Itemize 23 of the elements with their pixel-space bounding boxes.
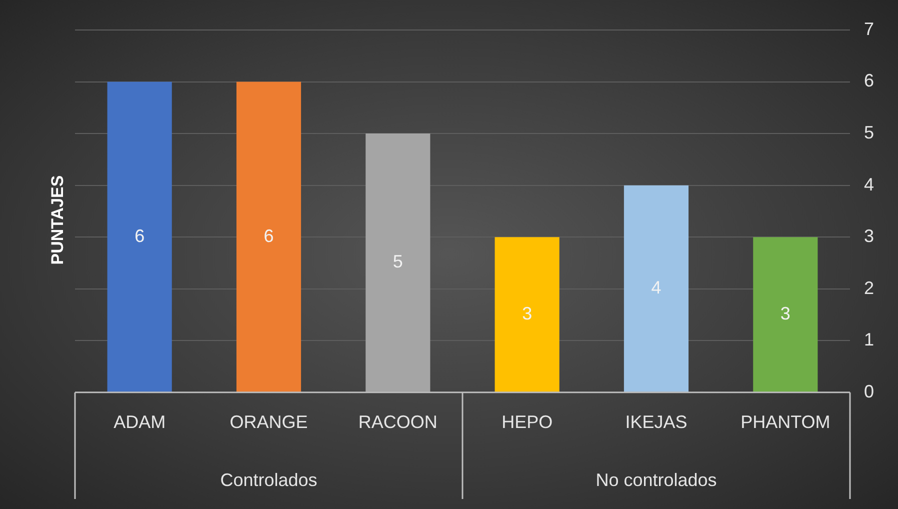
- y-tick-label: 6: [864, 70, 874, 91]
- x-tick-label: ADAM: [114, 412, 166, 432]
- x-tick-label: RACOON: [358, 412, 438, 432]
- x-tick-label: HEPO: [502, 412, 553, 432]
- data-label: 6: [264, 226, 274, 246]
- data-label: 6: [134, 226, 145, 246]
- x-tick-label: ORANGE: [230, 412, 308, 432]
- data-label: 3: [780, 303, 790, 324]
- y-axis-title: PUNTAJES: [48, 175, 68, 265]
- y-tick-label: 1: [864, 330, 874, 350]
- text: Controlados: [220, 470, 318, 490]
- y-tick-label: 7: [864, 18, 874, 39]
- data-label: 4: [651, 278, 662, 298]
- data-label: 3: [522, 303, 532, 324]
- y-tick-label: 5: [864, 122, 874, 143]
- text: No controlados: [596, 470, 717, 490]
- x-tick-label: PHANTOM: [740, 412, 830, 432]
- y-tick-label: 4: [864, 174, 874, 194]
- y-tick-label: 2: [864, 278, 874, 298]
- y-tick-label: 0: [864, 381, 874, 402]
- data-label: 5: [392, 252, 403, 272]
- y-tick-label: 3: [864, 226, 874, 246]
- x-tick-label: IKEJAS: [625, 412, 688, 432]
